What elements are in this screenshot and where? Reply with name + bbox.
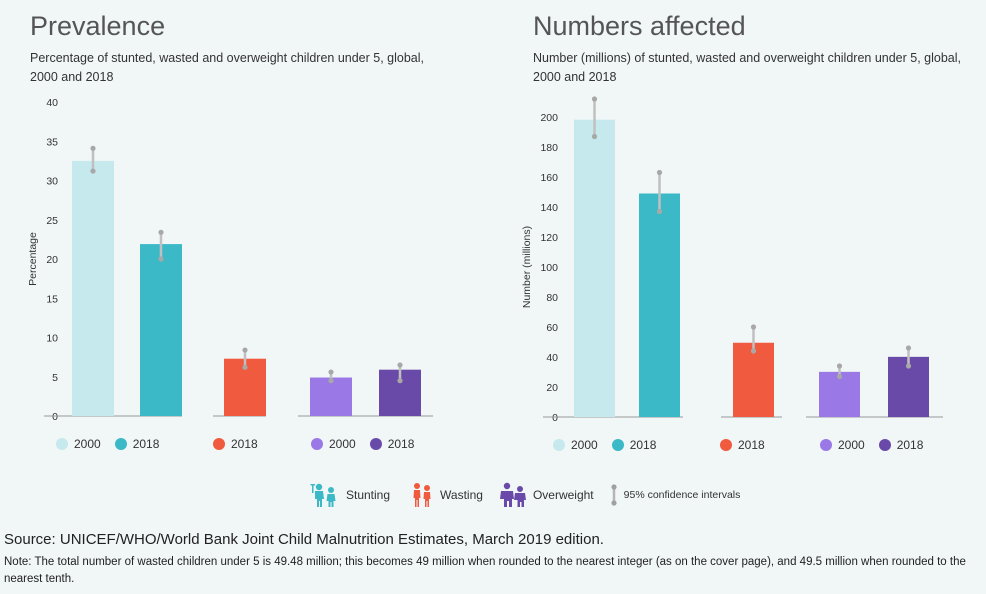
y-tick-label: 140 (540, 202, 558, 214)
confidence-interval (397, 362, 403, 384)
legend-dot-overweight-2000 (311, 438, 323, 450)
y-tick-label: 100 (540, 262, 558, 274)
legend-dot-stunting-2018 (114, 438, 127, 450)
y-tick-label: 160 (540, 172, 558, 184)
overweight-children-icon (499, 482, 526, 507)
legend-label-stunting-2018: 2018 (132, 437, 160, 451)
y-axis-label: Percentage (27, 232, 39, 286)
confidence-interval (591, 96, 598, 140)
confidence-interval (656, 169, 663, 215)
y-tick-label: 60 (546, 322, 558, 334)
wasting-children-icon (413, 483, 431, 507)
confidence-interval (905, 345, 912, 369)
note-text: Note: The total number of wasted childre… (4, 556, 966, 585)
right-panel-subtitle: Number (millions) of stunted, wasted and… (533, 51, 962, 84)
bar-stunting-2018 (639, 193, 680, 417)
confidence-interval-icon (611, 484, 617, 506)
legend-dot-stunting-2000 (56, 438, 68, 450)
legend-label-stunting-2000: 2000 (74, 437, 101, 451)
y-tick-label: 25 (46, 215, 58, 227)
key-ci: 95% confidence intervals (610, 484, 741, 506)
y-tick-label: 40 (46, 97, 58, 109)
legend-stunting-left: 2000 2018 (56, 437, 159, 451)
y-tick-label: 0 (52, 411, 58, 423)
confidence-interval (750, 324, 757, 354)
legend-wasting-right: 2018 (720, 438, 765, 452)
right-panel-title: Numbers affected (533, 11, 746, 41)
legend-overweight-right: 2000 2018 (820, 438, 923, 452)
legend-overweight-left: 2000 2018 (311, 437, 414, 451)
key-label-wasting: Wasting (440, 488, 483, 502)
numbers-affected-chart: 0 20 40 60 80 100 120 140 160 180 200 Number (milli… (521, 96, 943, 424)
confidence-interval (328, 369, 334, 384)
stunting-children-icon (310, 483, 336, 507)
legend-label-overweight-2000: 2000 (329, 437, 356, 451)
confidence-interval (90, 145, 96, 174)
legend-stunting-right: 2000 2018 (553, 438, 656, 452)
y-tick-label: 10 (46, 333, 58, 345)
confidence-interval (836, 363, 843, 380)
y-tick-label: 200 (540, 112, 558, 124)
legend-label-stunting-2000: 2000 (571, 438, 598, 452)
y-tick-label: 5 (52, 372, 58, 384)
key-label-stunting: Stunting (346, 488, 391, 502)
legend-label-overweight-2018: 2018 (387, 437, 415, 451)
y-tick-label: 120 (540, 232, 558, 244)
key-overweight: Overweight (499, 481, 594, 509)
legend-label-stunting-2018: 2018 (629, 438, 657, 452)
y-tick-label: 20 (46, 254, 58, 266)
key-wasting: Wasting (410, 481, 483, 509)
legend-dot-wasting-2018 (213, 438, 225, 450)
legend-dot-overweight-2018 (878, 439, 891, 451)
y-tick-label: 15 (46, 293, 58, 305)
left-panel-subtitle: Percentage of stunted, wasted and overwe… (30, 51, 425, 84)
prevalence-chart: 0 5 10 15 20 25 30 35 40 Percentage (27, 97, 433, 423)
key-label-overweight: Overweight (532, 488, 594, 502)
bar-overweight-2000 (819, 371, 860, 417)
bar-stunting-2000 (574, 119, 615, 417)
category-key: Stunting Wasting Overweight 95% confiden… (310, 481, 740, 509)
legend-wasting-left: 2018 (213, 437, 258, 451)
confidence-interval (158, 229, 164, 262)
y-tick-label: 0 (552, 412, 558, 424)
legend-label-wasting-2018: 2018 (231, 437, 258, 451)
legend-label-wasting-2018: 2018 (738, 438, 765, 452)
legend-label-overweight-2018: 2018 (896, 438, 924, 452)
legend-dot-overweight-2018 (369, 438, 382, 450)
y-tick-label: 20 (546, 382, 558, 394)
y-tick-label: 40 (546, 352, 558, 364)
y-axis-label: Number (millions) (521, 226, 533, 308)
legend-dot-overweight-2000 (820, 439, 832, 451)
legend-dot-stunting-2000 (553, 439, 565, 451)
key-label-ci: 95% confidence intervals (623, 489, 741, 501)
bar-stunting-2018 (140, 244, 182, 416)
legend-dot-wasting-2018 (720, 439, 732, 451)
legend-dot-stunting-2018 (611, 439, 624, 451)
confidence-interval (242, 347, 248, 370)
bar-wasting-2018 (733, 342, 774, 417)
key-stunting: Stunting (310, 481, 390, 509)
left-panel-title: Prevalence (30, 11, 166, 41)
y-tick-label: 180 (540, 142, 558, 154)
y-tick-label: 80 (546, 292, 558, 304)
source-text: Source: UNICEF/WHO/World Bank Joint Chil… (4, 531, 604, 548)
y-tick-label: 35 (46, 136, 58, 148)
bar-stunting-2000 (72, 160, 114, 416)
y-tick-label: 30 (46, 176, 58, 188)
legend-label-overweight-2000: 2000 (838, 438, 865, 452)
bar-overweight-2000 (310, 377, 352, 416)
